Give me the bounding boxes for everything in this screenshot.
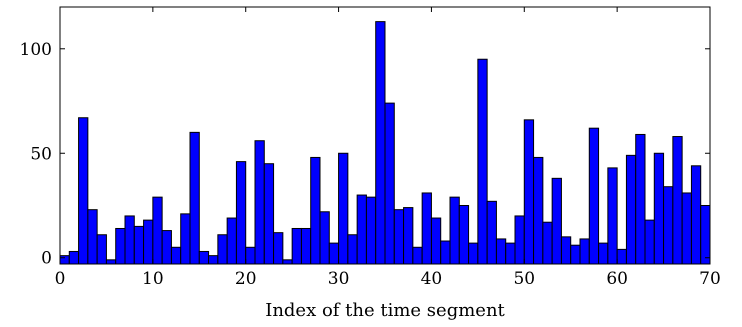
bar bbox=[523, 119, 535, 265]
bar bbox=[273, 232, 284, 265]
bar bbox=[468, 242, 479, 265]
bar bbox=[143, 219, 154, 265]
bar bbox=[607, 167, 618, 265]
y-tick-label: 100 bbox=[20, 40, 52, 60]
bar bbox=[412, 246, 423, 265]
bar bbox=[700, 204, 711, 265]
bar bbox=[226, 217, 237, 265]
bar bbox=[663, 186, 674, 265]
bar bbox=[533, 156, 544, 265]
x-axis-label: Index of the time segment bbox=[265, 300, 505, 321]
bar bbox=[300, 227, 312, 265]
bar bbox=[356, 194, 367, 265]
bar bbox=[449, 196, 460, 265]
bars-group bbox=[59, 21, 711, 265]
bar bbox=[68, 250, 80, 265]
bar bbox=[254, 140, 265, 265]
bar bbox=[78, 117, 89, 265]
bar bbox=[588, 127, 600, 265]
bar bbox=[263, 163, 275, 265]
bar bbox=[672, 136, 683, 265]
bar bbox=[598, 242, 609, 265]
bar bbox=[570, 244, 581, 265]
bar bbox=[495, 238, 507, 265]
bar bbox=[430, 217, 442, 265]
bar bbox=[96, 234, 107, 265]
bar bbox=[393, 209, 405, 265]
bar bbox=[365, 196, 377, 265]
bar bbox=[319, 211, 330, 265]
bar bbox=[384, 102, 395, 265]
bar bbox=[245, 246, 256, 265]
bar bbox=[579, 238, 590, 265]
bar bbox=[338, 152, 349, 265]
bar bbox=[235, 161, 247, 265]
y-tick-label: 50 bbox=[30, 144, 52, 164]
bar bbox=[681, 192, 692, 265]
x-tick-label: 0 bbox=[55, 269, 66, 289]
bar bbox=[505, 242, 516, 265]
bar bbox=[189, 131, 200, 265]
bar bbox=[635, 133, 646, 265]
x-tick-label: 20 bbox=[235, 269, 257, 289]
bar bbox=[542, 221, 553, 265]
bar bbox=[115, 227, 126, 265]
x-tick-label: 10 bbox=[142, 269, 164, 289]
bar bbox=[421, 192, 432, 265]
x-tick-label: 70 bbox=[699, 269, 721, 289]
bar bbox=[625, 154, 637, 265]
bar bbox=[170, 246, 182, 265]
bar bbox=[514, 215, 525, 265]
bar bbox=[310, 156, 321, 265]
plot-frame bbox=[59, 6, 711, 265]
bar bbox=[616, 248, 627, 265]
bar bbox=[198, 250, 210, 265]
bar bbox=[161, 230, 172, 265]
bar bbox=[124, 215, 135, 265]
x-tick-label: 50 bbox=[513, 269, 535, 289]
bar bbox=[690, 165, 702, 265]
bar bbox=[375, 21, 386, 265]
y-tick-label: 0 bbox=[41, 249, 52, 269]
bar bbox=[653, 152, 665, 265]
bar bbox=[458, 204, 470, 265]
bar bbox=[217, 234, 228, 265]
bar bbox=[347, 234, 358, 265]
bar bbox=[486, 200, 497, 265]
bar bbox=[403, 207, 414, 265]
bar bbox=[328, 242, 340, 265]
bar bbox=[105, 259, 117, 265]
bar bbox=[208, 255, 219, 265]
bar bbox=[282, 259, 293, 265]
ticks-group: 0 10 20 30 40 50 60 70 0 50 100 bbox=[20, 7, 721, 289]
bar bbox=[180, 213, 191, 265]
bar bbox=[291, 227, 302, 265]
bar bbox=[440, 240, 451, 265]
bar bbox=[152, 196, 163, 265]
x-tick-label: 30 bbox=[328, 269, 350, 289]
x-tick-label: 60 bbox=[606, 269, 628, 289]
bar bbox=[133, 225, 145, 265]
bar bbox=[551, 177, 562, 265]
bar bbox=[477, 58, 488, 265]
x-tick-label: 40 bbox=[421, 269, 443, 289]
bar bbox=[87, 209, 98, 265]
bar bbox=[644, 219, 655, 265]
bar bbox=[560, 236, 572, 265]
bar bbox=[59, 255, 70, 265]
